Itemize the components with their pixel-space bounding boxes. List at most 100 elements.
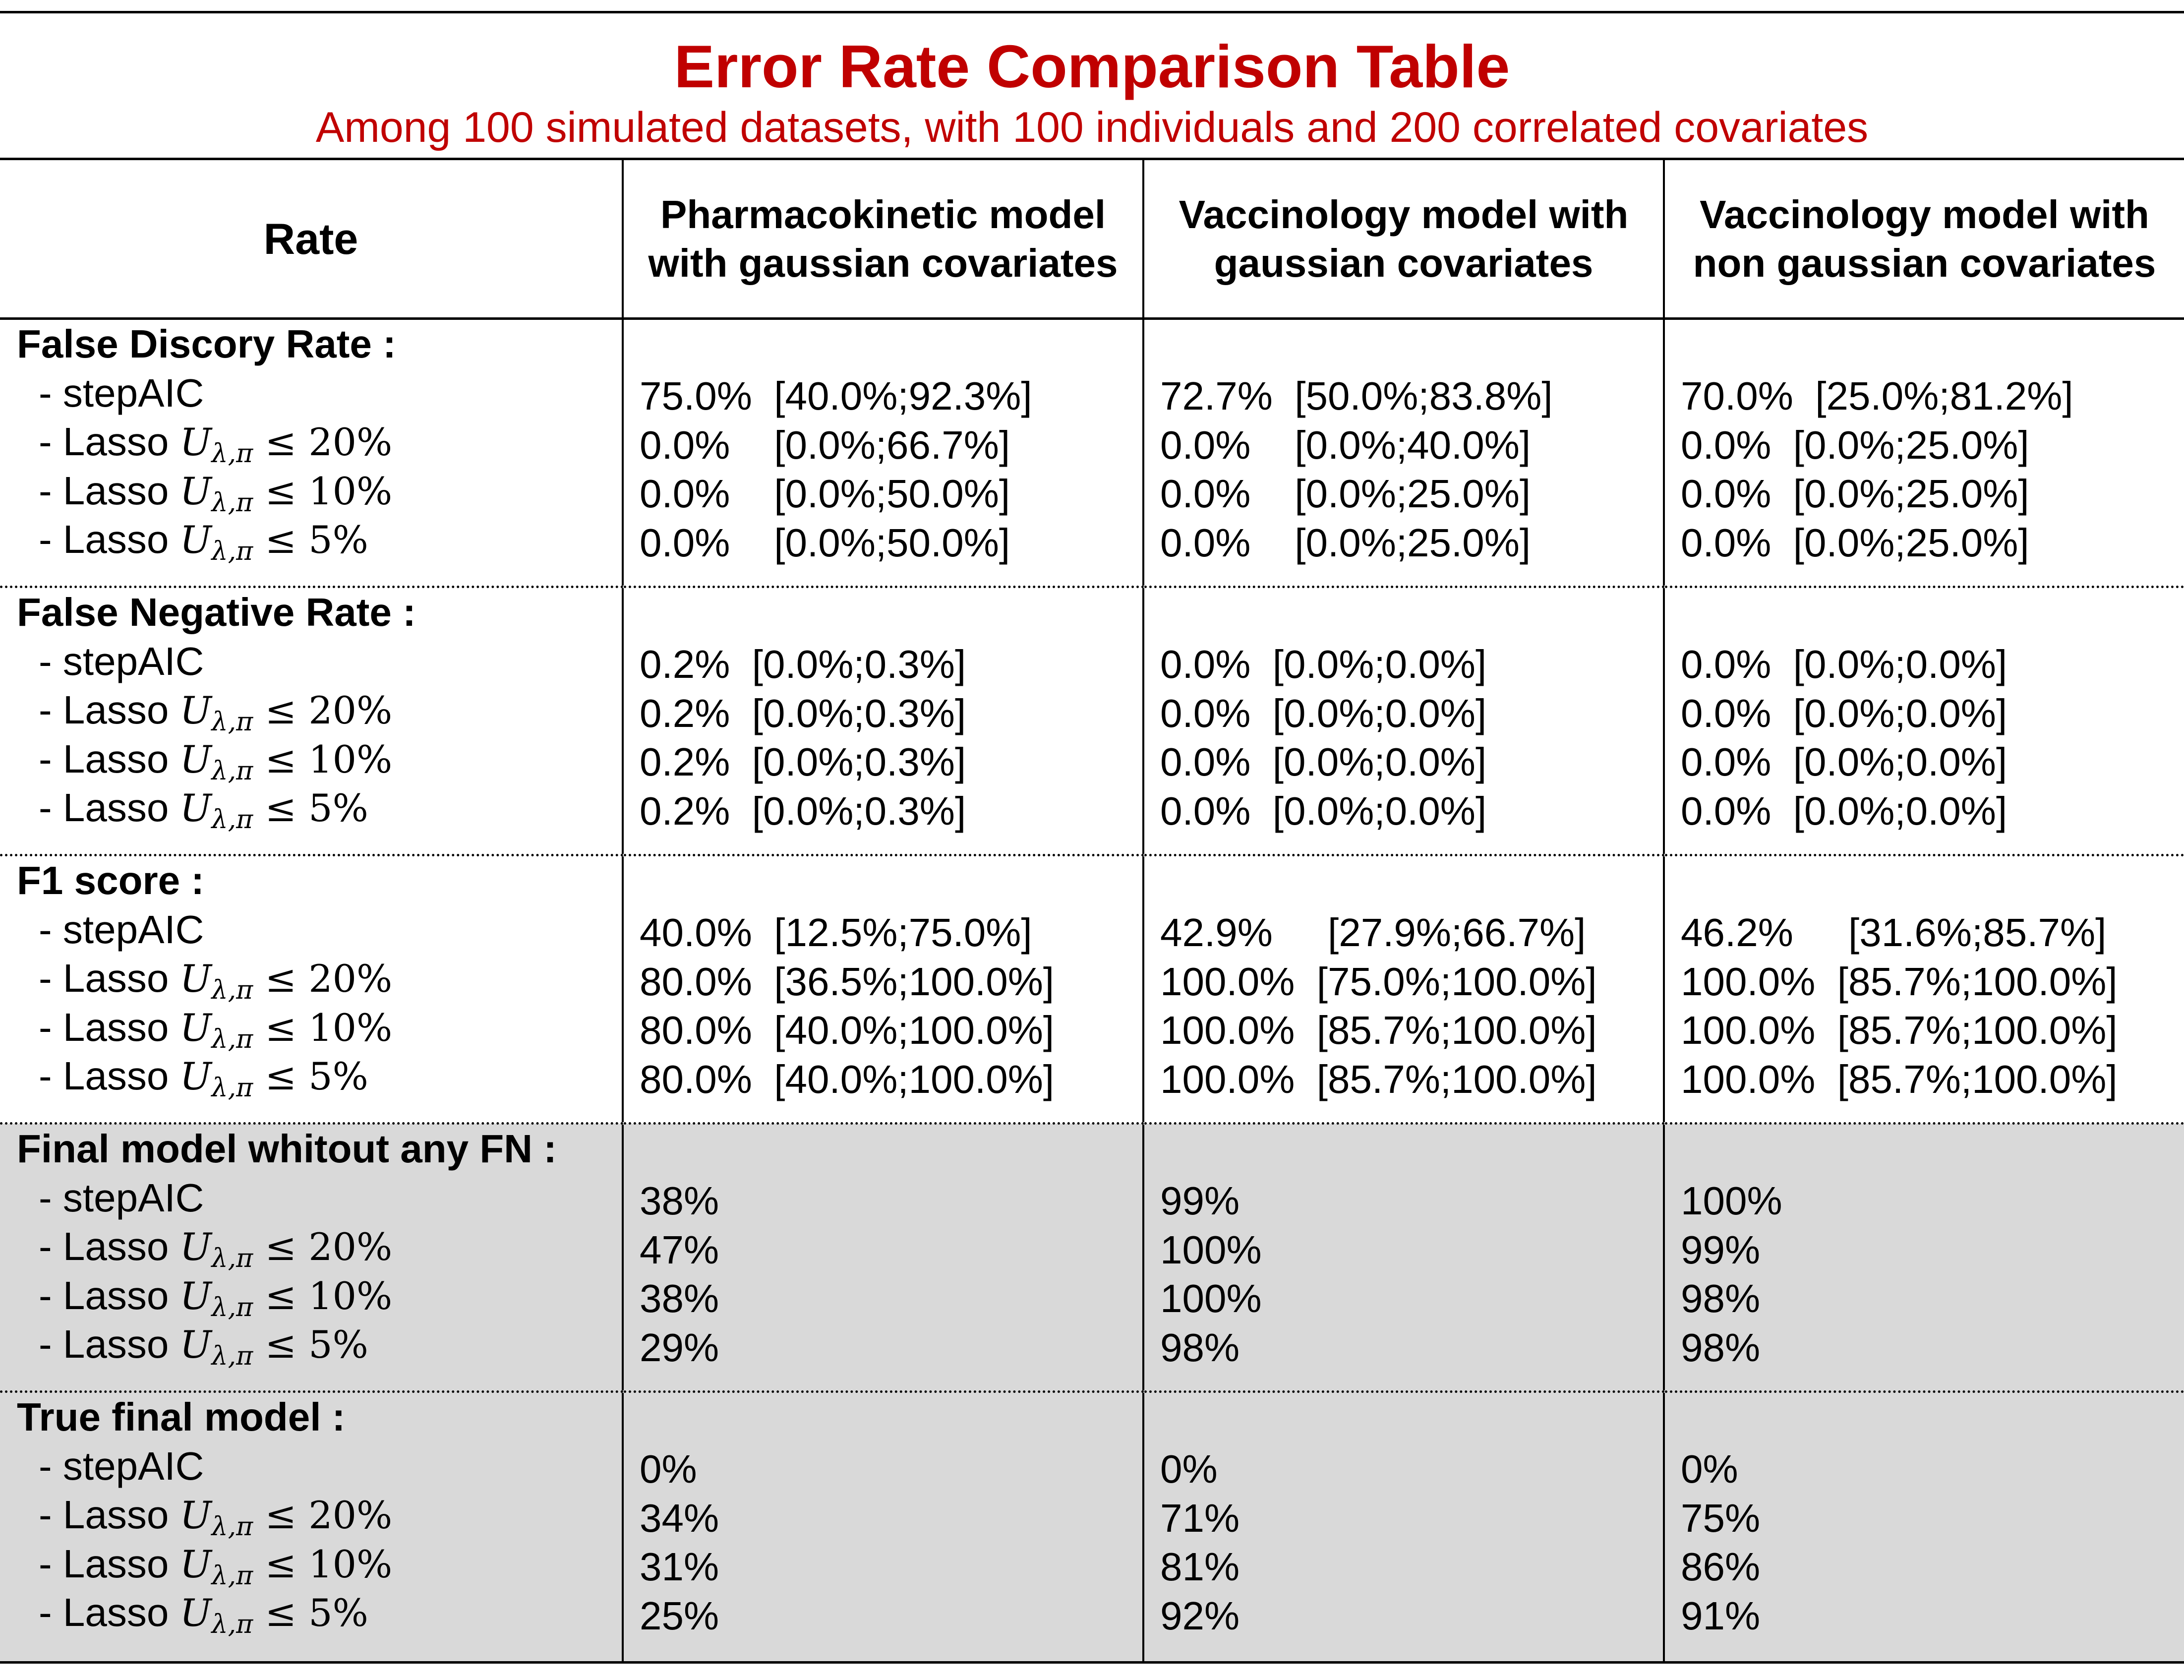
method-label: - stepAIC — [39, 1443, 204, 1488]
section-row: Final model whitout any FN :- stepAIC - L… — [0, 1123, 2184, 1393]
value-entry: 80.0% [36.5%;100.0%] — [640, 959, 1055, 1004]
method-label: - Lasso Uλ,π ≤ 20% — [39, 688, 393, 737]
value-entry: 0% — [640, 1447, 697, 1491]
value-cell: 0.0% [0.0%;0.0%] 0.0% [0.0%;0.0%] 0.0% [0.… — [1142, 587, 1664, 856]
value-entry: 0.0% [0.0%;0.0%] — [1160, 788, 1487, 833]
column-header-rate: Rate — [0, 158, 623, 320]
value-entry: 0.0% [0.0%;0.0%] — [1681, 788, 2007, 833]
section-title: False Negative Rate : — [17, 590, 416, 634]
method-label: - Lasso Uλ,π ≤ 20% — [39, 956, 393, 1005]
method-label: - stepAIC — [39, 639, 204, 683]
value-entry: 100% — [1681, 1179, 1782, 1223]
value-entry: 0.0% [0.0%;25.0%] — [1160, 472, 1531, 516]
method-label: - Lasso Uλ,π ≤ 5% — [39, 1590, 368, 1639]
value-entry: 40.0% [12.5%;75.0%] — [640, 910, 1032, 955]
value-entry: 25% — [640, 1593, 719, 1638]
value-entry: 0.0% [0.0%;66.7%] — [640, 422, 1010, 467]
method-label: - Lasso Uλ,π ≤ 5% — [39, 517, 368, 566]
method-label: - stepAIC — [39, 370, 204, 415]
value-entry: 100% — [1160, 1276, 1262, 1320]
rate-label-cell: False Discory Rate :- stepAIC - Lasso Uλ,… — [0, 318, 623, 588]
value-entry: 0.0% [0.0%;0.0%] — [1681, 740, 2007, 784]
value-entry: 100.0% [85.7%;100.0%] — [1160, 1057, 1597, 1101]
column-header-pharmacokinetic: Pharmacokinetic model with gaussian cova… — [622, 158, 1143, 320]
value-entry: 0% — [1681, 1447, 1738, 1491]
method-label: - Lasso Uλ,π ≤ 20% — [39, 420, 393, 469]
section-row: False Discory Rate :- stepAIC - Lasso Uλ,… — [0, 318, 2184, 588]
value-cell: 0.0% [0.0%;0.0%] 0.0% [0.0%;0.0%] 0.0% [0.… — [1663, 587, 2184, 856]
value-cell: 40.0% [12.5%;75.0%] 80.0% [36.5%;100.0%] 8… — [622, 855, 1143, 1125]
value-entry: 0.0% [0.0%;0.0%] — [1681, 642, 2007, 686]
value-entry: 34% — [640, 1496, 719, 1540]
value-entry: 75.0% [40.0%;92.3%] — [640, 374, 1032, 418]
value-entry: 38% — [640, 1179, 719, 1223]
value-entry: 98% — [1681, 1325, 1761, 1370]
method-label: - stepAIC — [39, 907, 204, 952]
value-entry: 0% — [1160, 1447, 1218, 1491]
title-block: Error Rate Comparison Table Among 100 si… — [0, 11, 2184, 159]
value-entry: 0.0% [0.0%;0.0%] — [1681, 691, 2007, 735]
method-label: - Lasso Uλ,π ≤ 10% — [39, 1541, 393, 1591]
value-entry: 0.2% [0.0%;0.3%] — [640, 740, 966, 784]
value-entry: 81% — [1160, 1545, 1240, 1589]
value-entry: 46.2% [31.6%;85.7%] — [1681, 910, 2107, 955]
value-entry: 0.0% [0.0%;0.0%] — [1160, 691, 1487, 735]
value-cell: 0% 71% 81% 92% — [1142, 1391, 1664, 1664]
value-cell: 42.9% [27.9%;66.7%] 100.0% [75.0%;100.0%]… — [1142, 855, 1664, 1125]
value-entry: 80.0% [40.0%;100.0%] — [640, 1057, 1055, 1101]
value-cell: 99% 100% 100% 98% — [1142, 1123, 1664, 1393]
value-entry: 100.0% [85.7%;100.0%] — [1681, 1057, 2118, 1101]
method-label: - Lasso Uλ,π ≤ 10% — [39, 1273, 393, 1322]
value-entry: 100.0% [85.7%;100.0%] — [1160, 1008, 1597, 1052]
value-cell: 70.0% [25.0%;81.2%] 0.0% [0.0%;25.0%] 0.0%… — [1663, 318, 2184, 588]
value-entry: 47% — [640, 1227, 719, 1272]
value-entry: 92% — [1160, 1593, 1240, 1638]
value-entry: 75% — [1681, 1496, 1761, 1540]
value-entry: 0.2% [0.0%;0.3%] — [640, 642, 966, 686]
method-label: - Lasso Uλ,π ≤ 10% — [39, 468, 393, 518]
section-title: Final model whitout any FN : — [17, 1127, 557, 1171]
value-entry: 0.0% [0.0%;0.0%] — [1160, 740, 1487, 784]
value-entry: 98% — [1681, 1276, 1761, 1320]
section-row: False Negative Rate : - stepAIC - Lasso Uλ… — [0, 587, 2184, 856]
method-label: - Lasso Uλ,π ≤ 10% — [39, 1005, 393, 1054]
value-entry: 100.0% [85.7%;100.0%] — [1681, 1008, 2118, 1052]
value-entry: 99% — [1681, 1227, 1761, 1272]
value-entry: 80.0% [40.0%;100.0%] — [640, 1008, 1055, 1052]
rate-label-cell: F1 score :- stepAIC - Lasso Uλ,π ≤ 20% - L… — [0, 855, 623, 1125]
value-entry: 29% — [640, 1325, 719, 1370]
table-subtitle: Among 100 simulated datasets, with 100 i… — [315, 104, 1869, 151]
rate-label-cell: True final model :- stepAIC - Lasso Uλ,π … — [0, 1391, 623, 1664]
value-entry: 91% — [1681, 1593, 1761, 1638]
value-entry: 31% — [640, 1545, 719, 1589]
value-entry: 70.0% [25.0%;81.2%] — [1681, 374, 2073, 418]
value-entry: 100.0% [75.0%;100.0%] — [1160, 959, 1597, 1004]
method-label: - Lasso Uλ,π ≤ 5% — [39, 785, 368, 835]
value-cell: 0% 75% 86% 91% — [1663, 1391, 2184, 1664]
value-entry: 71% — [1160, 1496, 1240, 1540]
value-cell: 75.0% [40.0%;92.3%] 0.0% [0.0%;66.7%] 0.0%… — [622, 318, 1143, 588]
value-cell: 46.2% [31.6%;85.7%] 100.0% [85.7%;100.0%]… — [1663, 855, 2184, 1125]
value-entry: 42.9% [27.9%;66.7%] — [1160, 910, 1586, 955]
value-entry: 0.0% [0.0%;25.0%] — [1681, 520, 2029, 565]
table-body: False Discory Rate :- stepAIC - Lasso Uλ,… — [0, 318, 2184, 1664]
value-cell: 100% 99% 98% 98% — [1663, 1123, 2184, 1393]
value-cell: 72.7% [50.0%;83.8%] 0.0% [0.0%;40.0%] 0.0%… — [1142, 318, 1664, 588]
rate-label-cell: False Negative Rate : - stepAIC - Lasso Uλ… — [0, 587, 623, 856]
method-label: - Lasso Uλ,π ≤ 20% — [39, 1224, 393, 1273]
value-entry: 100% — [1160, 1227, 1262, 1272]
method-label: - Lasso Uλ,π ≤ 20% — [39, 1493, 393, 1542]
method-label: - Lasso Uλ,π ≤ 5% — [39, 1322, 368, 1371]
value-entry: 0.0% [0.0%;0.0%] — [1160, 642, 1487, 686]
value-entry: 0.2% [0.0%;0.3%] — [640, 691, 966, 735]
section-title: False Discory Rate : — [17, 322, 396, 366]
value-entry: 0.0% [0.0%;25.0%] — [1681, 422, 2029, 467]
value-entry: 99% — [1160, 1179, 1240, 1223]
value-entry: 0.0% [0.0%;50.0%] — [640, 520, 1010, 565]
value-cell: 0.2% [0.0%;0.3%] 0.2% [0.0%;0.3%] 0.2% [0.… — [622, 587, 1143, 856]
value-entry: 100.0% [85.7%;100.0%] — [1681, 959, 2118, 1004]
value-entry: 98% — [1160, 1325, 1240, 1370]
method-label: - Lasso Uλ,π ≤ 5% — [39, 1054, 368, 1103]
section-title: True final model : — [17, 1395, 346, 1439]
